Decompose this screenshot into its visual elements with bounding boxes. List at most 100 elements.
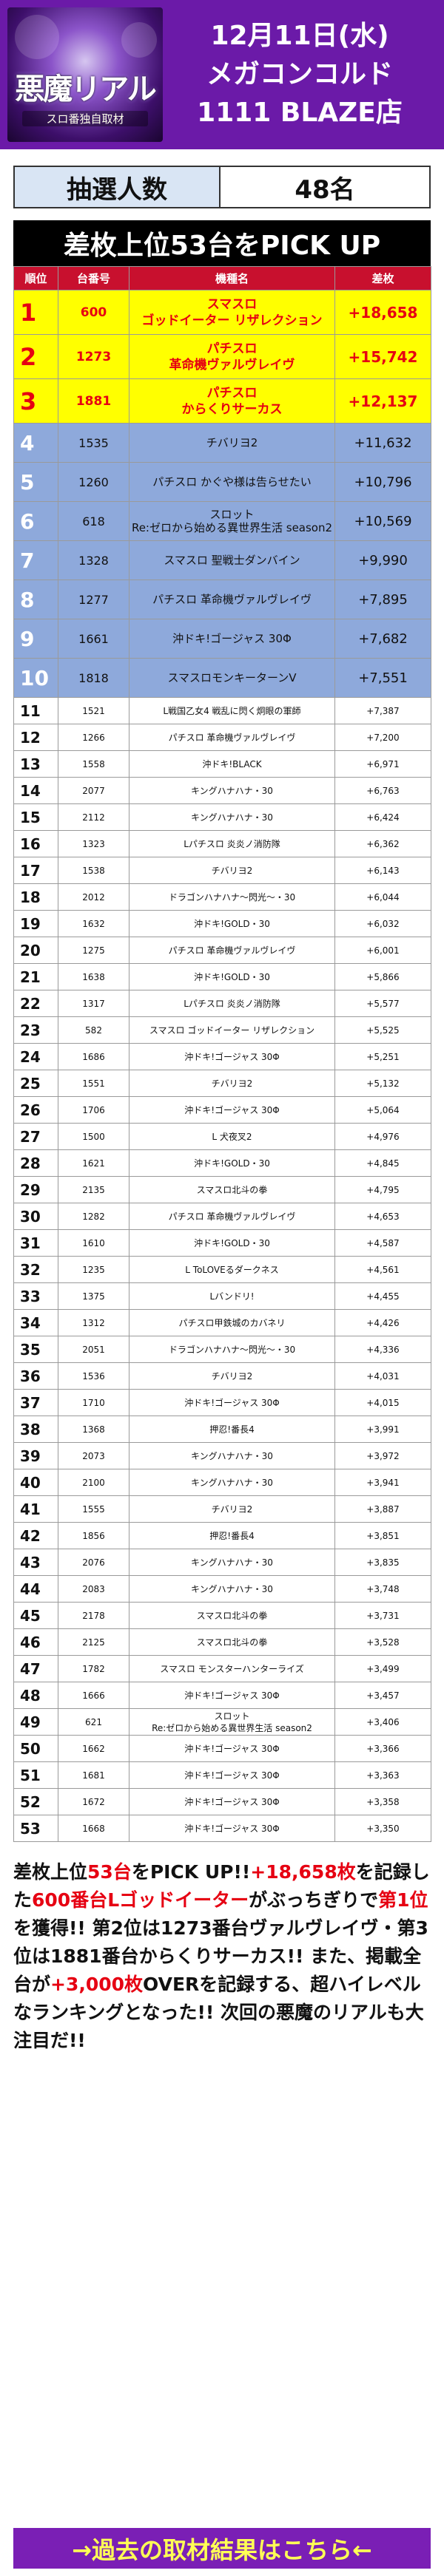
difference-cell: +3,835 xyxy=(334,1549,431,1576)
col-difference: 差枚 xyxy=(334,266,431,290)
table-row: 33 1375 Lバンドリ! +4,455 xyxy=(13,1282,431,1310)
difference-cell: +3,406 xyxy=(334,1708,431,1736)
summary-segment: を記録した xyxy=(13,1861,430,1911)
machine-number-cell: 1266 xyxy=(58,724,130,751)
rank-cell: 21 xyxy=(13,963,58,990)
rank-cell: 53 xyxy=(13,1815,58,1842)
table-row: 22 1317 Lパチスロ 炎炎ノ消防隊 +5,577 xyxy=(13,990,431,1017)
difference-cell: +5,866 xyxy=(334,963,431,990)
machine-number-cell: 1317 xyxy=(58,990,130,1017)
difference-cell: +18,658 xyxy=(334,290,431,335)
table-row: 49 621 スロット Re:ゼロから始める異世界生活 season2 +3,406 xyxy=(13,1708,431,1736)
rank-cell: 9 xyxy=(13,619,58,659)
rank-cell: 11 xyxy=(13,697,58,724)
lottery-count-box: 抽選人数 48名 xyxy=(13,166,431,208)
machine-number-cell: 1610 xyxy=(58,1229,130,1257)
machine-name-cell: チバリヨ2 xyxy=(129,857,335,884)
rank-cell: 27 xyxy=(13,1123,58,1150)
machine-number-cell: 600 xyxy=(58,290,130,335)
summary-highlight: 600番台Lゴッドイーター xyxy=(32,1889,249,1911)
table-row: 26 1706 沖ドキ!ゴージャス 30Φ +5,064 xyxy=(13,1096,431,1124)
table-row: 7 1328 スマスロ 聖戦士ダンバイン +9,990 xyxy=(13,540,431,580)
pickup-title: 差枚上位53台をPICK UP xyxy=(13,220,431,266)
machine-number-cell: 621 xyxy=(58,1708,130,1736)
table-row: 14 2077 キングハナハナ・30 +6,763 xyxy=(13,777,431,804)
col-rank: 順位 xyxy=(13,266,58,290)
rank-cell: 26 xyxy=(13,1096,58,1124)
machine-number-cell: 1668 xyxy=(58,1815,130,1842)
machine-name-cell: キングハナハナ・30 xyxy=(129,1575,335,1603)
logo-ornament xyxy=(15,15,59,59)
summary-segment: OVERを記録する、超ハイレベルなランキングとなった!! 次回の悪魔のリアルも大… xyxy=(13,1974,424,2051)
machine-name-cell: Lパチスロ 炎炎ノ消防隊 xyxy=(129,990,335,1017)
difference-cell: +4,455 xyxy=(334,1282,431,1310)
summary-text: 差枚上位53台をPICK UP!!+18,658枚を記録した600番台Lゴッドイ… xyxy=(13,1858,431,2055)
machine-number-cell: 1328 xyxy=(58,540,130,580)
difference-cell: +6,044 xyxy=(334,883,431,911)
machine-name-cell: 沖ドキ!GOLD・30 xyxy=(129,1229,335,1257)
machine-name-cell: 沖ドキ!ゴージャス 30Φ xyxy=(129,619,335,659)
difference-cell: +10,569 xyxy=(334,501,431,541)
rank-cell: 52 xyxy=(13,1788,58,1815)
rank-cell: 42 xyxy=(13,1522,58,1549)
col-machine-name: 機種名 xyxy=(129,266,335,290)
machine-name-cell: パチスロ 革命機ヴァルヴレイヴ xyxy=(129,334,335,379)
logo-title: 悪魔リアル xyxy=(15,72,157,106)
rank-cell: 31 xyxy=(13,1229,58,1257)
table-row: 35 2051 ドラゴンハナハナ〜閃光〜・30 +4,336 xyxy=(13,1336,431,1363)
table-row: 40 2100 キングハナハナ・30 +3,941 xyxy=(13,1469,431,1496)
rank-cell: 1 xyxy=(13,290,58,335)
difference-cell: +3,941 xyxy=(334,1469,431,1496)
table-row: 29 2135 スマスロ北斗の拳 +4,795 xyxy=(13,1176,431,1203)
machine-name-cell: スマスロ北斗の拳 xyxy=(129,1628,335,1656)
machine-number-cell: 1661 xyxy=(58,619,130,659)
machine-name-cell: スマスロ ゴッドイーター リザレクション xyxy=(129,1016,335,1044)
machine-name-cell: パチスロ からくりサーカス xyxy=(129,378,335,424)
table-row: 30 1282 パチスロ 革命機ヴァルヴレイヴ +4,653 xyxy=(13,1203,431,1230)
machine-number-cell: 2100 xyxy=(58,1469,130,1496)
rank-cell: 50 xyxy=(13,1735,58,1762)
machine-number-cell: 2073 xyxy=(58,1442,130,1469)
difference-cell: +3,748 xyxy=(334,1575,431,1603)
rank-cell: 10 xyxy=(13,658,58,698)
machine-number-cell: 1260 xyxy=(58,462,130,502)
rank-cell: 44 xyxy=(13,1575,58,1603)
difference-cell: +7,551 xyxy=(334,658,431,698)
machine-number-cell: 1632 xyxy=(58,910,130,937)
table-row: 39 2073 キングハナハナ・30 +3,972 xyxy=(13,1442,431,1469)
summary-highlight: 53台 xyxy=(87,1861,132,1883)
machine-number-cell: 1500 xyxy=(58,1123,130,1150)
table-header-row: 順位 台番号 機種名 差枚 xyxy=(13,266,431,290)
table-row: 19 1632 沖ドキ!GOLD・30 +6,032 xyxy=(13,910,431,937)
difference-cell: +6,032 xyxy=(334,910,431,937)
table-row: 4 1535 チバリヨ2 +11,632 xyxy=(13,423,431,463)
machine-number-cell: 1273 xyxy=(58,334,130,379)
rank-cell: 14 xyxy=(13,777,58,804)
rank-cell: 38 xyxy=(13,1416,58,1443)
event-logo: 悪魔リアル スロ番独自取材 xyxy=(7,7,163,142)
difference-cell: +6,362 xyxy=(334,830,431,857)
store-name: メガコンコルド xyxy=(206,59,393,89)
table-row: 43 2076 キングハナハナ・30 +3,835 xyxy=(13,1549,431,1576)
rank-cell: 4 xyxy=(13,423,58,463)
rank-cell: 45 xyxy=(13,1602,58,1629)
machine-number-cell: 1555 xyxy=(58,1495,130,1523)
table-row: 13 1558 沖ドキ!BLACK +6,971 xyxy=(13,750,431,778)
machine-name-cell: 押忍!番長4 xyxy=(129,1522,335,1549)
machine-number-cell: 582 xyxy=(58,1016,130,1044)
machine-name-cell: 沖ドキ!GOLD・30 xyxy=(129,910,335,937)
past-results-link[interactable]: →過去の取材結果はこちら← xyxy=(13,2528,431,2569)
machine-name-cell: 沖ドキ!ゴージャス 30Φ xyxy=(129,1389,335,1416)
rank-cell: 23 xyxy=(13,1016,58,1044)
table-row: 37 1710 沖ドキ!ゴージャス 30Φ +4,015 xyxy=(13,1389,431,1416)
rank-cell: 12 xyxy=(13,724,58,751)
difference-cell: +3,972 xyxy=(334,1442,431,1469)
table-row: 21 1638 沖ドキ!GOLD・30 +5,866 xyxy=(13,963,431,990)
difference-cell: +5,251 xyxy=(334,1043,431,1070)
rank-cell: 22 xyxy=(13,990,58,1017)
header-banner: 悪魔リアル スロ番独自取材 12月11日(水) メガコンコルド 1111 BLA… xyxy=(0,0,444,149)
machine-name-cell: パチスロ甲鉄城のカバネリ xyxy=(129,1309,335,1336)
table-row: 25 1551 チバリヨ2 +5,132 xyxy=(13,1070,431,1097)
table-row: 8 1277 パチスロ 革命機ヴァルヴレイヴ +7,895 xyxy=(13,580,431,619)
header-info: 12月11日(水) メガコンコルド 1111 BLAZE店 xyxy=(163,17,437,132)
